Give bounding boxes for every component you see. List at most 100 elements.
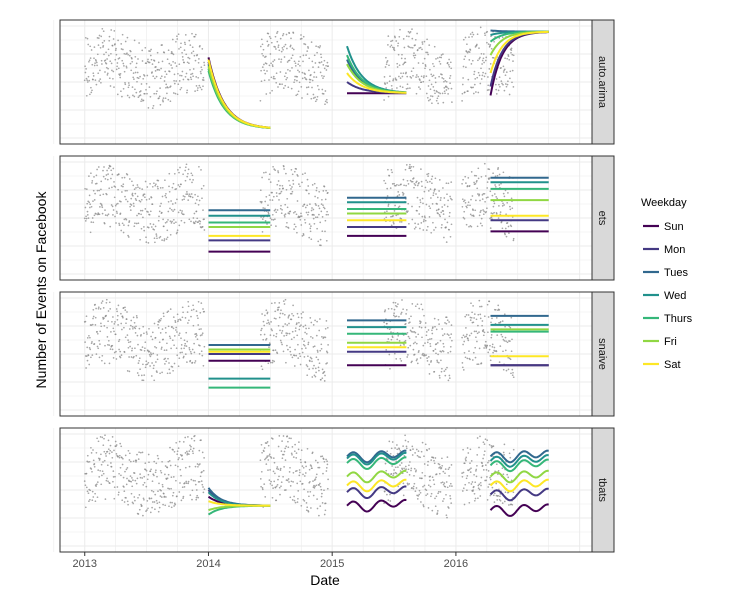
observed-point — [193, 222, 196, 224]
observed-point — [132, 327, 134, 330]
observed-point — [386, 493, 388, 496]
observed-point — [164, 327, 167, 329]
observed-point — [483, 162, 486, 165]
observed-point — [107, 67, 109, 70]
observed-point — [474, 497, 477, 500]
observed-point — [315, 473, 318, 476]
observed-point — [203, 488, 206, 491]
observed-point — [401, 468, 404, 471]
observed-point — [504, 83, 507, 85]
observed-point — [166, 92, 168, 95]
observed-point — [402, 38, 405, 40]
observed-point — [396, 66, 399, 68]
observed-point — [191, 348, 194, 351]
observed-point — [281, 83, 283, 86]
observed-point — [116, 202, 119, 205]
observed-point — [304, 324, 307, 327]
observed-point — [190, 193, 193, 195]
observed-point — [138, 508, 141, 511]
observed-point — [318, 514, 320, 517]
observed-point — [162, 338, 164, 341]
observed-point — [149, 352, 152, 354]
observed-point — [504, 336, 507, 339]
observed-point — [421, 477, 423, 480]
observed-point — [91, 499, 94, 502]
observed-point — [125, 483, 128, 486]
observed-point — [160, 67, 162, 70]
observed-point — [409, 179, 412, 182]
observed-point — [386, 82, 389, 84]
observed-point — [446, 456, 449, 458]
observed-point — [156, 354, 159, 356]
observed-point — [473, 313, 476, 315]
observed-point — [143, 349, 146, 352]
observed-point — [475, 336, 477, 339]
observed-point — [136, 71, 139, 74]
observed-point — [85, 315, 88, 318]
observed-point — [447, 507, 450, 509]
observed-point — [119, 442, 122, 445]
observed-point — [135, 459, 138, 462]
observed-point — [271, 213, 274, 216]
observed-point — [468, 468, 471, 471]
observed-point — [442, 470, 445, 473]
observed-point — [473, 83, 476, 86]
observed-point — [384, 66, 387, 68]
observed-point — [122, 185, 124, 188]
observed-point — [468, 225, 470, 228]
observed-point — [316, 227, 318, 230]
observed-point — [387, 168, 389, 171]
observed-point — [294, 327, 297, 329]
observed-point — [146, 478, 149, 481]
observed-point — [439, 491, 442, 493]
observed-point — [277, 44, 280, 47]
forecast-line-thurs — [346, 456, 407, 470]
observed-point — [472, 33, 475, 36]
observed-point — [471, 359, 474, 361]
observed-point — [473, 330, 476, 333]
observed-point — [119, 466, 122, 469]
observed-point — [93, 343, 96, 345]
observed-point — [437, 490, 440, 493]
observed-point — [438, 323, 440, 325]
observed-point — [112, 167, 115, 170]
observed-point — [396, 444, 398, 446]
observed-point — [511, 69, 514, 72]
observed-point — [439, 339, 442, 342]
observed-point — [399, 28, 401, 31]
observed-point — [323, 185, 326, 188]
observed-point — [383, 502, 385, 505]
observed-point — [493, 501, 496, 503]
observed-point — [388, 440, 391, 443]
observed-point — [504, 349, 507, 352]
observed-point — [314, 96, 316, 99]
observed-point — [190, 172, 193, 175]
observed-point — [323, 513, 326, 516]
observed-point — [182, 355, 185, 358]
observed-point — [490, 446, 493, 449]
observed-point — [276, 352, 279, 355]
observed-point — [469, 471, 472, 473]
observed-point — [298, 321, 300, 324]
observed-point — [442, 342, 445, 345]
observed-point — [139, 368, 141, 371]
observed-point — [165, 192, 167, 195]
observed-point — [314, 100, 317, 103]
observed-point — [440, 197, 442, 199]
observed-point — [148, 198, 151, 200]
observed-point — [95, 60, 97, 62]
observed-point — [279, 339, 282, 342]
observed-point — [156, 185, 159, 188]
observed-point — [271, 64, 274, 66]
observed-point — [407, 87, 409, 90]
observed-point — [303, 488, 305, 491]
observed-point — [480, 305, 483, 308]
observed-point — [299, 458, 302, 461]
observed-point — [173, 208, 176, 211]
observed-point — [170, 208, 173, 211]
observed-point — [465, 327, 467, 329]
observed-point — [491, 212, 494, 215]
forecast-window-2 — [346, 449, 407, 513]
observed-point — [157, 219, 160, 222]
observed-point — [425, 494, 427, 497]
